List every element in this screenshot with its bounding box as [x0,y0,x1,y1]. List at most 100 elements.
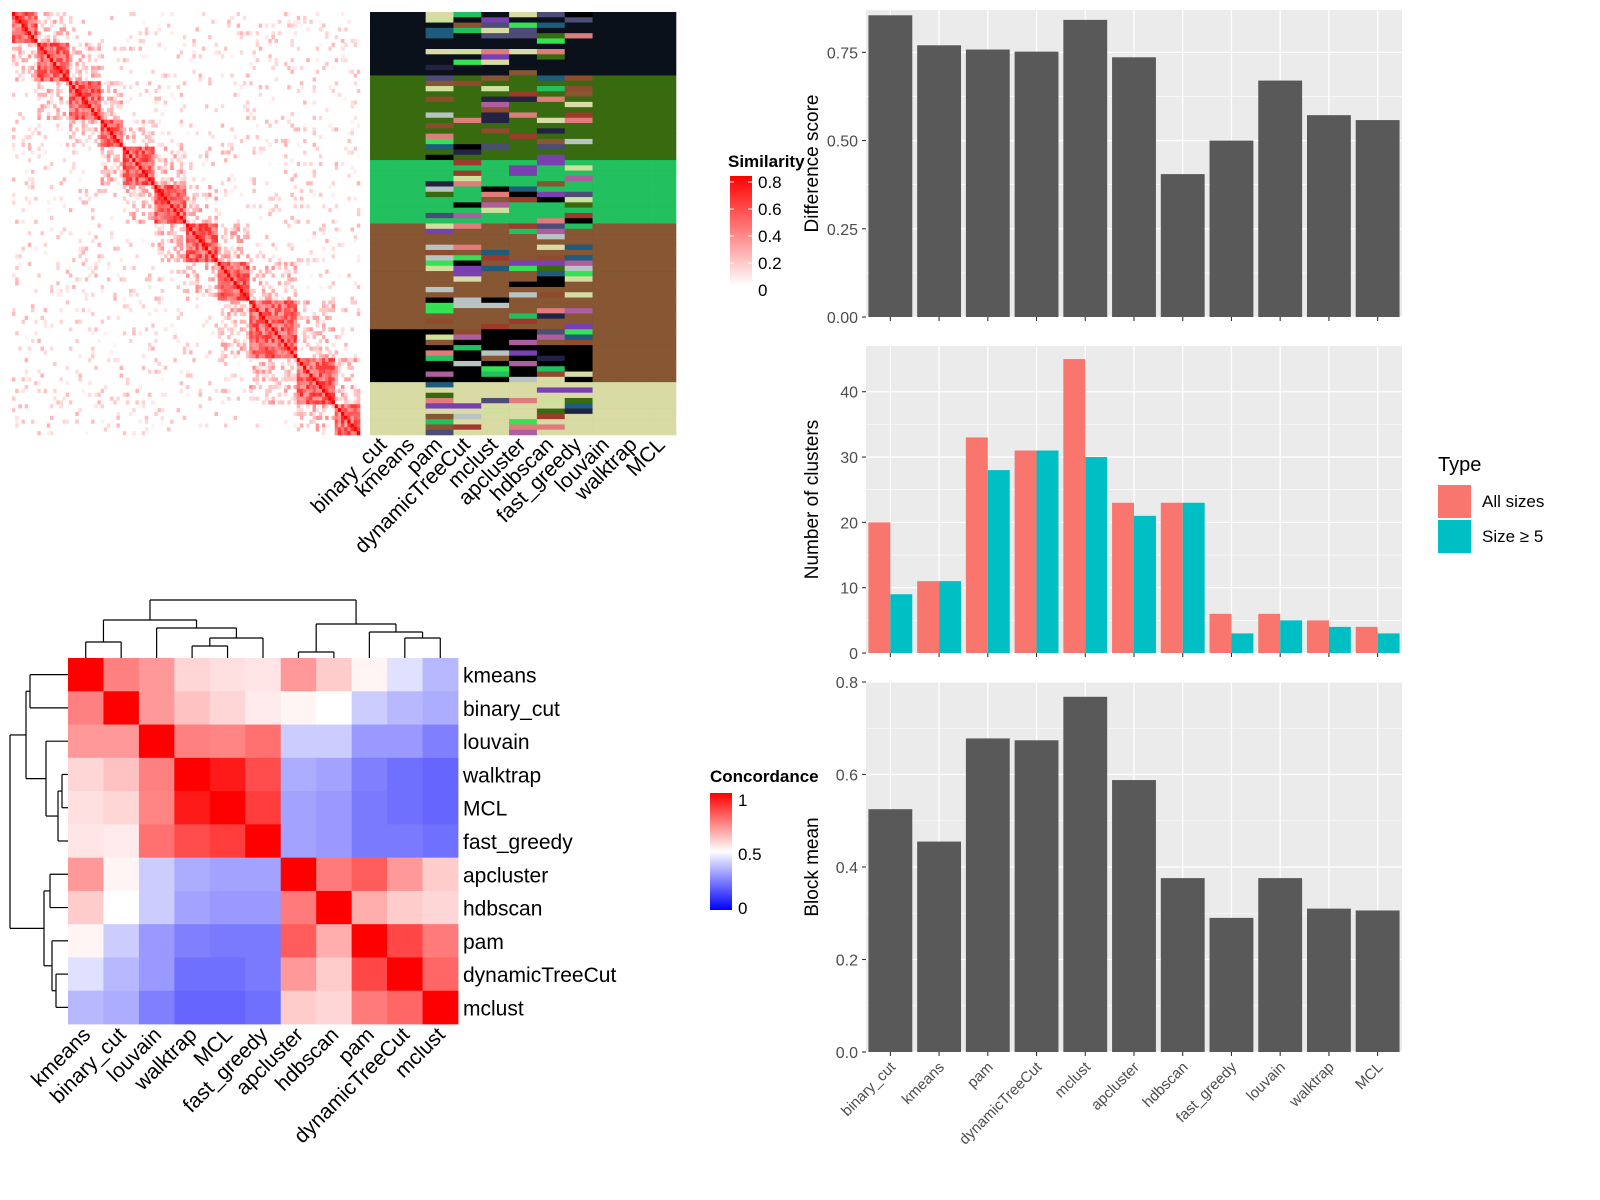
similarity-cell [265,338,269,344]
similarity-cell [91,331,95,336]
similarity-cell [287,296,291,301]
similarity-cell [176,285,180,290]
concordance-cell [422,990,459,1025]
similarity-cell [129,161,133,167]
similarity-cell [211,250,215,255]
similarity-cell [84,111,89,117]
similarity-cell [179,123,184,128]
similarity-cell [30,42,35,47]
similarity-cell [179,254,184,259]
similarity-cell [163,208,168,213]
similarity-cell [306,315,310,320]
cluster-map-cell [370,313,399,319]
similarity-cell [75,61,79,67]
similarity-cell [296,392,301,397]
similarity-cell [341,327,345,332]
similarity-cell [322,365,326,370]
similarity-cell [268,315,272,320]
similarity-cell [189,58,193,63]
similarity-cell [274,381,279,386]
similarity-cell [132,215,136,220]
concordance-row-label: dynamicTreeCut [463,964,616,987]
similarity-cell [18,19,22,24]
cluster-map-cell [648,392,677,399]
similarity-cell [356,211,361,217]
similarity-cell [192,200,196,205]
similarity-cell [280,361,285,367]
cluster-map-cell [481,138,510,145]
similarity-cell [132,173,136,178]
cluster-map-cell [620,376,649,383]
similarity-cell [341,385,345,390]
similarity-cell [97,96,101,101]
similarity-cell [233,269,237,274]
cluster-map-cell [564,345,593,351]
similarity-cell [347,377,351,382]
cluster-map-cell [536,265,566,272]
similarity-cell [125,304,130,309]
similarity-cell [43,61,48,67]
similarity-cell [347,150,351,155]
cluster-map-cell [481,308,510,314]
similarity-cell [129,135,133,140]
cluster-map-cell [648,371,677,378]
similarity-cell [106,158,111,163]
cluster-map-cell [425,419,454,425]
similarity-cell [176,173,180,178]
similarity-cell [148,392,152,397]
similarity-cell [167,185,171,190]
similarity-cell [252,350,256,355]
similarity-cell [271,327,275,332]
cluster-map-cell [536,160,566,166]
cluster-map-cell [620,228,649,235]
similarity-cell [167,211,171,217]
similarity-cell [75,150,79,155]
similarity-cell [242,104,247,109]
similarity-cell [353,411,358,417]
cluster-map-cell [620,12,649,18]
cluster-map-cell [370,260,399,267]
similarity-cell [84,104,89,109]
cluster-map-cell [481,70,510,76]
cluster-map-cell [509,419,538,425]
cluster-map-cell [564,117,593,124]
cluster-map-cell [481,360,510,367]
similarity-cell [265,315,269,320]
similarity-cell [144,427,149,432]
similarity-cell [306,335,310,340]
similarity-cell [176,85,180,90]
similarity-cell [290,111,294,117]
similarity-cell [116,423,120,428]
similarity-cell [214,254,218,259]
similarity-cell [233,308,237,313]
similarity-cell [141,161,146,167]
similarity-cell [179,165,184,170]
similarity-cell [15,12,19,17]
similarity-cell [325,373,329,378]
similarity-cell [233,285,237,290]
similarity-cell [192,254,196,259]
similarity-cell [258,296,263,301]
cluster-map-cell [536,197,566,203]
similarity-cell [34,15,38,20]
similarity-cell [141,119,146,124]
similarity-cell [290,246,294,251]
cluster-map-cell [592,334,621,341]
cluster-map-cell [509,286,538,293]
concordance-cell [68,724,104,759]
similarity-cell [186,385,190,390]
cluster-map-cell [620,43,649,50]
similarity-cell [37,115,41,120]
similarity-cell [261,300,266,305]
similarity-cell [284,300,288,305]
similarity-cell [303,392,307,397]
cluster-map-cell [536,339,566,346]
similarity-cell [265,311,269,317]
similarity-cell [144,158,149,163]
similarity-cell [233,81,237,86]
similarity-cell [176,269,180,274]
similarity-cell [72,46,76,51]
similarity-cell [68,85,73,90]
similarity-cell [258,269,263,274]
similarity-cell [30,65,35,70]
